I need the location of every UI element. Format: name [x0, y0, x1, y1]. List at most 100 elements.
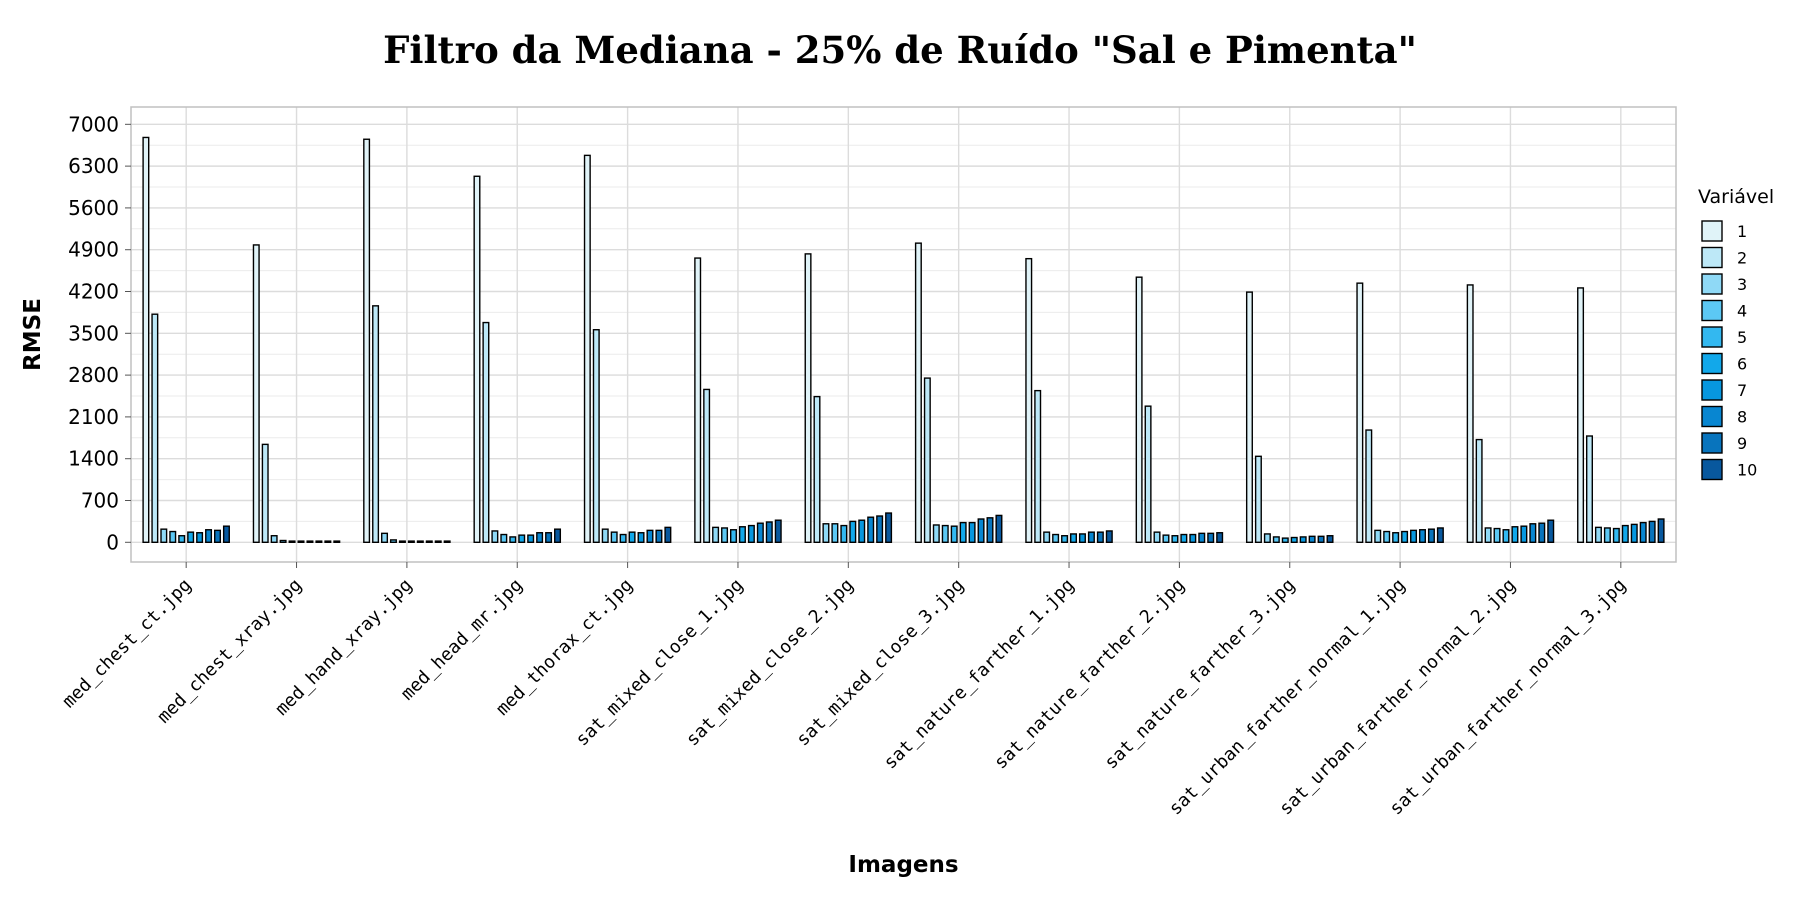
- bar: [601, 528, 609, 543]
- bar: [831, 523, 839, 543]
- legend-swatch: [1701, 220, 1723, 242]
- bar: [583, 154, 591, 543]
- bar: [407, 540, 415, 543]
- bar: [1639, 521, 1647, 543]
- bar: [1657, 518, 1665, 543]
- bar: [509, 536, 517, 543]
- bar: [619, 533, 627, 543]
- legend-title: Variável: [1698, 186, 1774, 208]
- bar: [1365, 429, 1373, 543]
- bar: [1281, 537, 1289, 543]
- x-tick-label: med_head_mr.jpg: [397, 575, 527, 705]
- legend-entry-label: 3: [1737, 275, 1747, 294]
- bar: [1484, 527, 1492, 543]
- bar: [363, 138, 371, 543]
- bar: [372, 305, 380, 543]
- y-tick-label: 4900: [68, 238, 119, 262]
- y-tick-label: 3500: [68, 321, 119, 345]
- bar: [270, 535, 278, 543]
- bar: [500, 533, 508, 543]
- legend-swatch: [1701, 352, 1723, 375]
- bar: [765, 521, 773, 543]
- bar: [1052, 533, 1060, 543]
- bar: [1356, 282, 1364, 543]
- bar: [160, 528, 168, 543]
- bar: [1070, 533, 1078, 543]
- bar: [885, 512, 893, 543]
- bar: [995, 514, 1003, 543]
- bar: [482, 321, 490, 543]
- bar: [1538, 522, 1546, 543]
- bar: [1493, 527, 1501, 543]
- bar: [1520, 525, 1528, 543]
- legend-swatch: [1701, 326, 1723, 348]
- bar: [1180, 533, 1188, 543]
- bar: [297, 540, 305, 543]
- bar: [774, 519, 782, 543]
- bar: [169, 530, 177, 543]
- y-tick-label: 4200: [68, 280, 119, 304]
- bar: [151, 313, 159, 543]
- bar: [729, 529, 737, 543]
- legend-entry-label: 7: [1737, 381, 1747, 400]
- x-axis-ticks: med_chest_ct.jpgmed_chest_xray.jpgmed_ha…: [58, 562, 1630, 819]
- bar: [923, 377, 931, 543]
- bar: [646, 529, 654, 543]
- bar: [1511, 526, 1519, 543]
- x-axis-label: Imagens: [848, 852, 958, 878]
- bar: [333, 540, 341, 543]
- bar: [804, 253, 812, 543]
- bar: [142, 136, 150, 543]
- bar: [425, 540, 433, 543]
- bar: [315, 540, 323, 543]
- bar: [1216, 532, 1224, 543]
- bar: [222, 525, 230, 543]
- bar: [288, 540, 296, 543]
- legend-entry-label: 10: [1737, 461, 1757, 480]
- bar: [1466, 284, 1474, 543]
- legend-entry-label: 2: [1737, 249, 1747, 268]
- bar: [858, 519, 866, 543]
- legend-entry-label: 1: [1737, 222, 1747, 241]
- bar: [813, 395, 821, 543]
- bar: [389, 539, 397, 543]
- bar: [1630, 523, 1638, 543]
- y-tick-label: 7000: [68, 112, 119, 136]
- bar: [941, 524, 949, 543]
- bar: [1153, 531, 1161, 543]
- bar: [1308, 535, 1316, 543]
- bar: [694, 257, 702, 543]
- legend-entry-label: 9: [1737, 434, 1747, 453]
- bar: [1427, 528, 1435, 543]
- bar: [1290, 536, 1298, 543]
- bars: [142, 136, 1665, 543]
- legend-entry-label: 8: [1737, 408, 1747, 427]
- bar: [1135, 276, 1143, 543]
- bar: [518, 534, 526, 543]
- bar: [1078, 533, 1086, 543]
- bar: [977, 518, 985, 543]
- y-tick-label: 5600: [68, 196, 119, 220]
- bar: [1171, 535, 1179, 543]
- bar: [1475, 438, 1483, 543]
- bar: [536, 532, 544, 543]
- bar: [527, 534, 535, 543]
- bar: [1096, 531, 1104, 543]
- bar: [1087, 531, 1095, 543]
- bar: [214, 529, 222, 543]
- y-axis-ticks: 0 700 1400 2100 2800 3500 4200 4900 5600 6300 7000: [68, 112, 131, 554]
- bar: [840, 524, 848, 543]
- bar: [1061, 535, 1069, 543]
- bar: [1272, 536, 1280, 543]
- bar: [1198, 532, 1206, 543]
- grid: [131, 107, 1676, 562]
- bar: [261, 443, 269, 543]
- bar: [1105, 530, 1113, 543]
- legend-swatch: [1701, 273, 1723, 295]
- bar: [1374, 529, 1382, 543]
- legend: Variável 1 2 3 4 5 6 7 8 9 10: [1698, 186, 1774, 481]
- bar: [849, 520, 857, 543]
- legend-entry-label: 5: [1737, 328, 1747, 347]
- legend-swatch: [1701, 379, 1723, 401]
- bar: [1162, 534, 1170, 543]
